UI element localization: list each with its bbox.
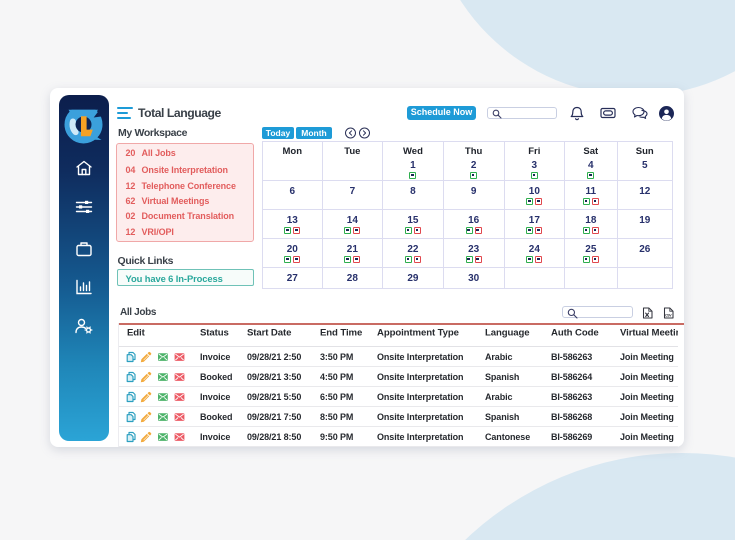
svg-text:CSV: CSV — [665, 313, 672, 317]
